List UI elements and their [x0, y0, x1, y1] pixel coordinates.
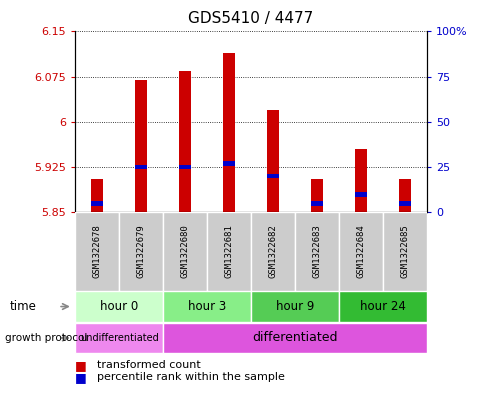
Bar [354, 149, 366, 212]
Text: GSM1322681: GSM1322681 [224, 225, 233, 278]
Bar [119, 212, 163, 291]
Bar [207, 31, 251, 212]
Bar [222, 53, 235, 212]
Bar [75, 323, 163, 353]
Title: GDS5410 / 4477: GDS5410 / 4477 [188, 11, 313, 26]
Bar [163, 323, 426, 353]
Text: hour 24: hour 24 [359, 300, 405, 313]
Text: differentiated: differentiated [252, 331, 337, 345]
Bar [163, 31, 207, 212]
Bar [75, 31, 119, 212]
Bar [310, 201, 322, 206]
Bar [91, 201, 103, 206]
Bar [338, 31, 382, 212]
Bar [179, 71, 191, 212]
Bar [294, 212, 338, 291]
Bar [250, 31, 294, 212]
Bar [310, 179, 322, 212]
Text: percentile rank within the sample: percentile rank within the sample [97, 372, 284, 382]
Text: GSM1322683: GSM1322683 [312, 225, 321, 278]
Text: transformed count: transformed count [97, 360, 200, 371]
Bar [266, 110, 279, 212]
Text: ■: ■ [75, 371, 87, 384]
Bar [179, 165, 191, 169]
Bar [354, 192, 366, 196]
Text: GSM1322680: GSM1322680 [180, 225, 189, 278]
Bar [294, 31, 338, 212]
Bar [75, 212, 119, 291]
Bar [251, 212, 294, 291]
Bar [222, 161, 235, 166]
Bar [398, 179, 410, 212]
Bar [163, 212, 207, 291]
Bar [338, 212, 382, 291]
Bar [207, 212, 251, 291]
Bar [135, 80, 147, 212]
Text: hour 0: hour 0 [100, 300, 138, 313]
Text: GSM1322678: GSM1322678 [92, 225, 102, 278]
Bar [119, 31, 163, 212]
Text: hour 3: hour 3 [187, 300, 226, 313]
Text: time: time [10, 300, 36, 313]
Bar [382, 212, 426, 291]
Bar [382, 31, 426, 212]
Text: growth protocol: growth protocol [5, 333, 87, 343]
Bar [91, 179, 103, 212]
Text: ■: ■ [75, 359, 87, 372]
Bar [135, 165, 147, 169]
Text: GSM1322679: GSM1322679 [136, 225, 145, 278]
Text: GSM1322684: GSM1322684 [356, 225, 364, 278]
Bar [338, 292, 426, 321]
Bar [75, 292, 163, 321]
Bar [251, 292, 338, 321]
Bar [266, 174, 279, 178]
Bar [163, 292, 251, 321]
Bar [398, 201, 410, 206]
Text: undifferentiated: undifferentiated [79, 333, 158, 343]
Text: GSM1322685: GSM1322685 [399, 225, 408, 278]
Text: hour 9: hour 9 [275, 300, 314, 313]
Text: GSM1322682: GSM1322682 [268, 225, 277, 278]
